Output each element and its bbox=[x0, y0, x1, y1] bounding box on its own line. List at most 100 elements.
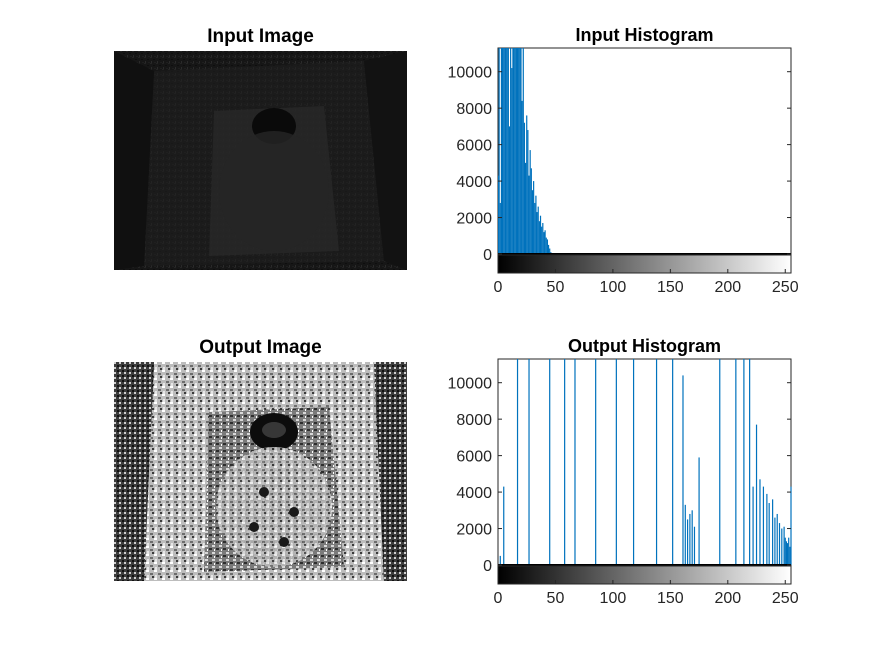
histogram-bar bbox=[499, 202, 501, 254]
x-tick-label: 100 bbox=[600, 279, 627, 296]
y-tick-label: 10000 bbox=[448, 65, 493, 82]
histogram-bar bbox=[533, 181, 535, 254]
histogram-bar bbox=[749, 359, 751, 565]
histogram-bar bbox=[504, 48, 506, 254]
histogram-bar bbox=[686, 519, 689, 565]
input-image-content bbox=[114, 51, 407, 270]
y-tick-label: 6000 bbox=[456, 449, 492, 466]
histogram-bar bbox=[528, 175, 530, 254]
histogram-bar bbox=[790, 486, 792, 565]
histogram-bar bbox=[682, 375, 684, 565]
histogram-bar bbox=[762, 486, 765, 565]
histogram-bar bbox=[522, 48, 524, 254]
histogram-bar bbox=[743, 359, 745, 565]
y-tick-label: 8000 bbox=[456, 412, 492, 429]
histogram-bar bbox=[684, 504, 686, 565]
histogram-bar bbox=[515, 48, 517, 254]
histogram-bar bbox=[698, 457, 700, 565]
x-tick-label: 50 bbox=[547, 590, 565, 607]
histogram-bar bbox=[781, 528, 783, 565]
histogram-bar bbox=[518, 48, 520, 254]
histogram-bar bbox=[595, 359, 597, 565]
histogram-bar bbox=[519, 48, 521, 254]
histogram-bar bbox=[521, 100, 523, 255]
y-tick-label: 0 bbox=[483, 558, 492, 575]
histogram-bar bbox=[531, 190, 534, 254]
histogram-bar bbox=[507, 48, 509, 254]
histogram-bar bbox=[503, 48, 505, 254]
histogram-bar bbox=[615, 359, 617, 565]
histogram-bar bbox=[527, 130, 529, 254]
histogram-bar bbox=[547, 244, 550, 254]
output-image-content bbox=[114, 362, 407, 581]
histogram-bar bbox=[505, 48, 507, 254]
histogram-bar bbox=[689, 513, 691, 565]
histogram-bar bbox=[778, 523, 781, 565]
histogram-bar bbox=[514, 48, 516, 254]
histogram-bar bbox=[542, 223, 544, 254]
x-tick-label: 200 bbox=[714, 590, 741, 607]
y-tick-label: 2000 bbox=[456, 522, 492, 539]
histogram-bar bbox=[513, 48, 515, 254]
histogram-bar bbox=[512, 48, 514, 254]
x-tick-label: 0 bbox=[494, 590, 503, 607]
histogram-bar bbox=[774, 517, 776, 565]
histogram-bar bbox=[545, 237, 547, 254]
x-tick-label: 0 bbox=[494, 279, 503, 296]
x-tick-label: 250 bbox=[772, 590, 799, 607]
histogram-bar bbox=[523, 122, 526, 254]
histogram-bar bbox=[516, 48, 519, 254]
histogram-bar bbox=[755, 424, 758, 565]
output-image bbox=[114, 362, 407, 581]
histogram-bar bbox=[759, 479, 761, 565]
histogram-bar bbox=[772, 499, 774, 565]
histogram-bar bbox=[524, 162, 527, 254]
histogram-bar bbox=[719, 359, 721, 565]
histogram-bar bbox=[503, 486, 505, 565]
histogram-bar bbox=[510, 48, 512, 254]
histogram-bar bbox=[528, 359, 530, 565]
grayscale-colorbar bbox=[497, 565, 792, 585]
grayscale-colorbar bbox=[497, 254, 792, 274]
histogram-bar bbox=[766, 493, 768, 565]
histogram-bar bbox=[655, 359, 658, 565]
histogram-bar bbox=[788, 537, 790, 565]
y-tick-label: 4000 bbox=[456, 174, 492, 191]
histogram-bar bbox=[529, 150, 531, 254]
histogram-bar bbox=[574, 359, 576, 565]
histogram-bar bbox=[632, 359, 635, 565]
histogram-bar bbox=[546, 239, 549, 254]
histogram-bar bbox=[536, 212, 538, 254]
histogram-bar bbox=[516, 359, 519, 565]
histogram-bar bbox=[508, 126, 511, 254]
histogram-bar bbox=[499, 555, 501, 565]
histogram-bar bbox=[786, 543, 789, 565]
histogram-bar bbox=[537, 206, 539, 254]
histogram-bar bbox=[530, 168, 532, 254]
histogram-bar bbox=[549, 248, 551, 254]
y-tick-label: 8000 bbox=[456, 101, 492, 118]
histogram-bar bbox=[539, 215, 542, 254]
histogram-bar bbox=[783, 526, 785, 565]
y-tick-label: 2000 bbox=[456, 211, 492, 228]
x-tick-label: 100 bbox=[600, 590, 627, 607]
histogram-plot-area bbox=[497, 358, 792, 567]
histogram-bar bbox=[498, 48, 500, 254]
histogram-bar bbox=[500, 48, 503, 254]
histogram-bar bbox=[672, 359, 674, 565]
histogram-bar bbox=[785, 541, 788, 565]
histogram-bar bbox=[693, 526, 696, 565]
y-tick-label: 4000 bbox=[456, 485, 492, 502]
histogram-bar bbox=[520, 48, 522, 254]
x-tick-label: 200 bbox=[714, 279, 741, 296]
histogram-bar bbox=[784, 537, 786, 565]
histogram-bar bbox=[543, 232, 545, 254]
histogram-bar bbox=[526, 115, 528, 254]
histogram-bar bbox=[691, 510, 693, 565]
histogram-bar bbox=[538, 221, 540, 254]
input-histogram-title: Input Histogram bbox=[575, 25, 714, 45]
x-tick-label: 250 bbox=[772, 279, 799, 296]
histogram-bar bbox=[735, 359, 737, 565]
